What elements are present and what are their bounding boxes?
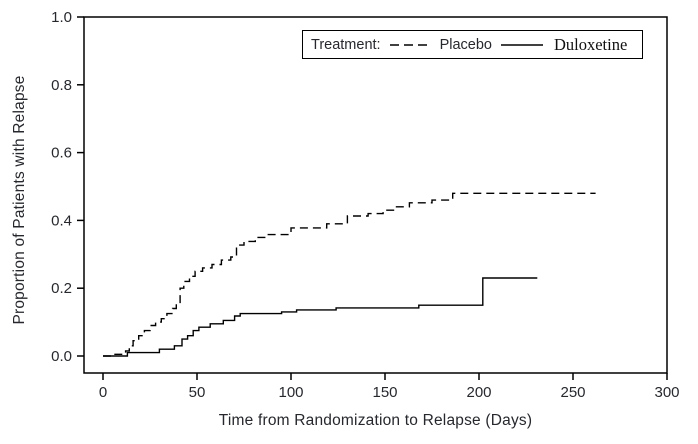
duloxetine-solid-line-icon <box>500 43 543 46</box>
x-tick-label: 100 <box>278 384 303 401</box>
legend-label-duloxetine: Duloxetine <box>553 34 628 54</box>
y-axis-title: Proportion of Patients with Relapse <box>11 75 28 325</box>
x-tick-label: 300 <box>654 384 679 401</box>
x-tick-label: 0 <box>99 384 107 401</box>
y-tick-label: 0.0 <box>51 348 72 365</box>
x-tick-label: 250 <box>560 384 585 401</box>
placebo-dashed-line-icon <box>389 43 432 46</box>
y-tick-label: 0.4 <box>51 212 72 229</box>
legend-title: Treatment: <box>311 36 381 53</box>
y-tick-label: 0.2 <box>51 280 72 297</box>
legend-label-placebo: Placebo <box>439 36 492 53</box>
y-tick-label: 1.0 <box>51 9 72 26</box>
x-tick-label: 50 <box>189 384 206 401</box>
legend: Treatment: Placebo Duloxetine <box>302 30 643 59</box>
y-tick-label: 0.8 <box>51 77 72 94</box>
x-tick-label: 150 <box>372 384 397 401</box>
x-axis-title: Time from Randomization to Relapse (Days… <box>218 412 533 429</box>
x-tick-label: 200 <box>466 384 491 401</box>
duloxetine-curve <box>103 277 538 357</box>
y-tick-label: 0.6 <box>51 145 72 162</box>
plot-border <box>83 16 668 374</box>
placebo-curve <box>103 192 596 357</box>
